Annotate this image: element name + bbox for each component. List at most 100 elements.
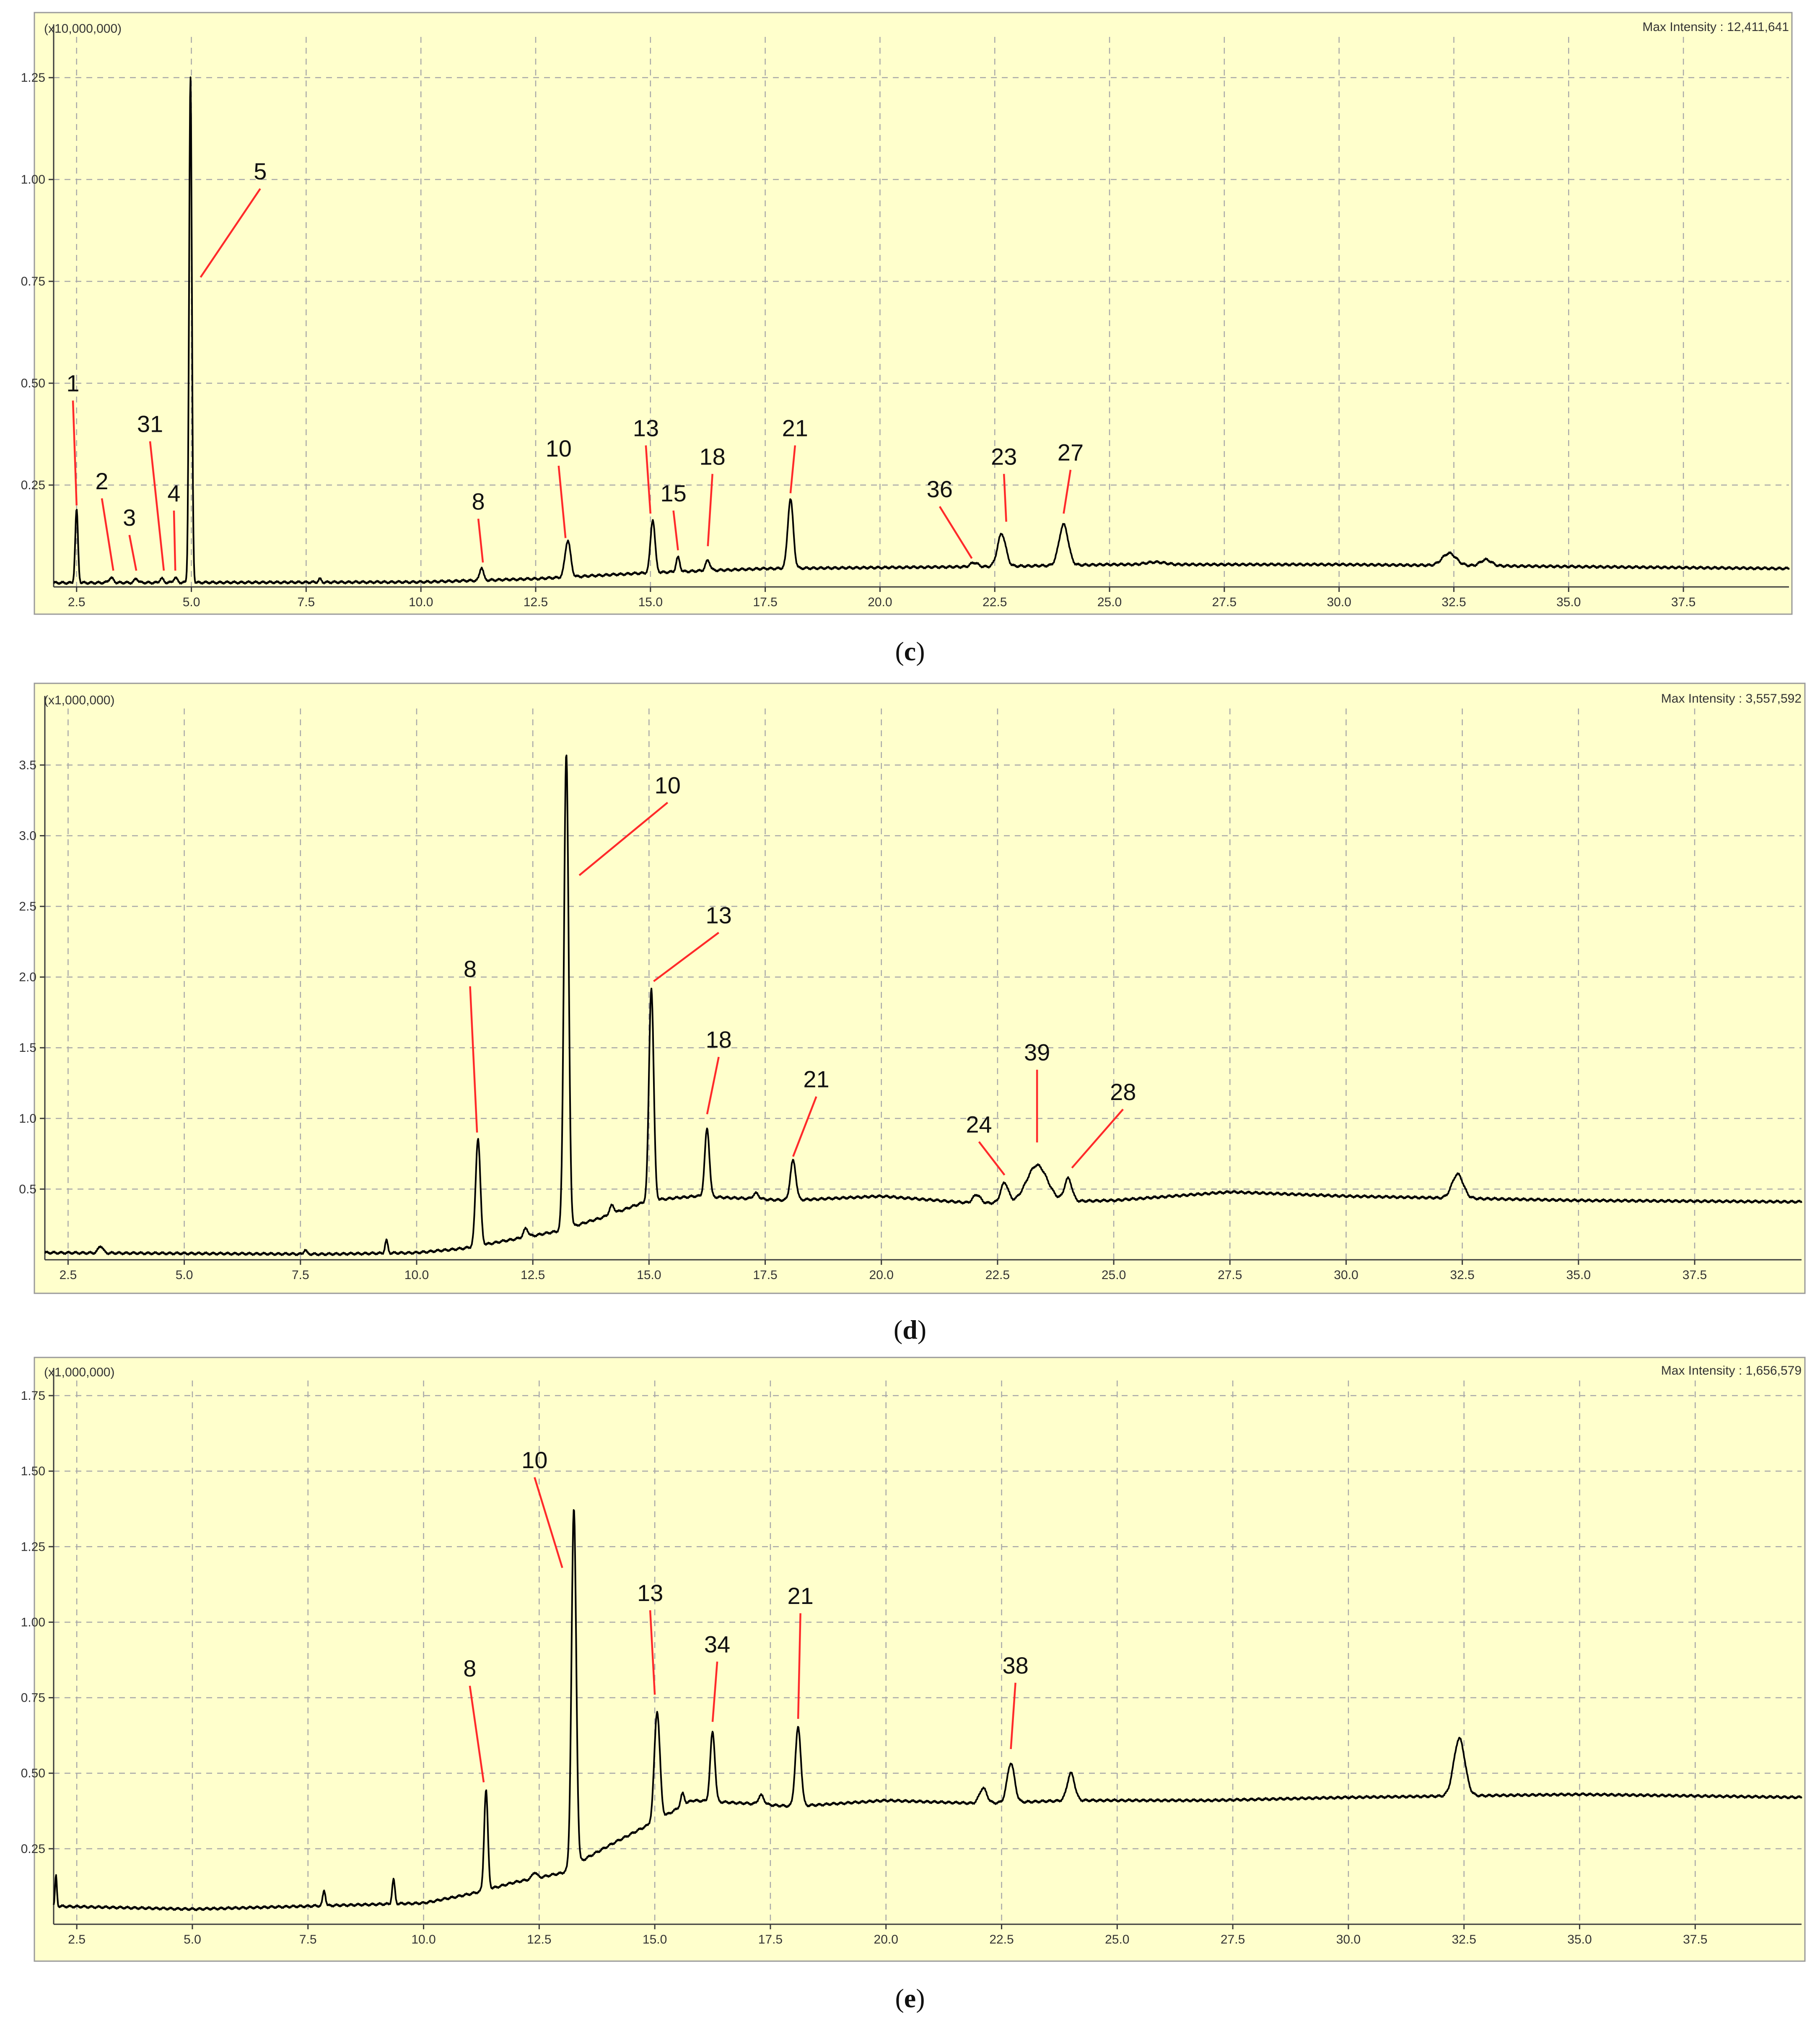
panel-c-peak-label-27: 27 (1058, 439, 1084, 466)
panel-c-peak-leader-3 (128, 535, 137, 571)
panel-d-peak-leader-10 (578, 802, 669, 876)
panel-e-y-tick-label-1: 0.50 (21, 1767, 45, 1780)
panel-d-x-tick-label-3: 10.0 (404, 1268, 429, 1282)
panel-e: 2.5 5.0 7.5 10.0 12.5 15.0 17.5 20.0 22.5 25.0 27.… (21, 1357, 1806, 2013)
panel-e-peak-leader-38 (1010, 1682, 1016, 1749)
panel-e-x-tick-label-2: 7.5 (299, 1933, 317, 1946)
panel-c-peak-label-13: 13 (633, 415, 659, 441)
panel-c-frame (34, 12, 1793, 615)
panel-e-x-tick-label-7: 20.0 (874, 1933, 898, 1946)
panel-d-signal-trace (44, 754, 1802, 1256)
panel-d-x-tick-label-5: 15.0 (637, 1268, 661, 1282)
panel-e-y-tick-label-0: 0.25 (21, 1842, 45, 1856)
panel-c-peak-leader-15 (672, 510, 679, 550)
panel-c-peak-label-10: 10 (546, 435, 572, 462)
panel-d-y-tick-label-4: 2.5 (19, 900, 36, 913)
panel-d-x-tick-label-2: 7.5 (292, 1268, 309, 1282)
panel-e-y-tick-label-3: 1.00 (21, 1615, 45, 1629)
panel-c-peak-label-4: 4 (167, 480, 180, 506)
panel-c-peak-label-8: 8 (472, 488, 485, 514)
panel-d-peak-leader-8 (469, 986, 478, 1133)
panel-c-x-tick-label-6: 17.5 (753, 595, 777, 609)
panel-e-plot-area: 2.5 5.0 7.5 10.0 12.5 15.0 17.5 20.0 22.5 25.0 27.… (21, 1368, 1802, 1946)
panel-d-peak-label-13: 13 (706, 902, 732, 929)
panel-d: 2.5 5.0 7.5 10.0 12.5 15.0 17.5 20.0 22.5 25.0 27.… (19, 683, 1806, 1344)
panel-d-x-tick-label-9: 25.0 (1102, 1268, 1126, 1282)
panel-e-peak-label-13: 13 (637, 1580, 663, 1606)
panel-e-y-scale-label: (x1,000,000) (44, 1365, 114, 1379)
panel-e-y-tick-label-5: 1.50 (21, 1464, 45, 1478)
panel-c-peak-leader-36 (939, 506, 973, 559)
panel-d-x-tick-label-7: 20.0 (869, 1268, 894, 1282)
panel-c-peak-leader-5 (200, 188, 261, 278)
panel-d-y-tick-label-5: 3.0 (19, 829, 36, 843)
panel-c-caption-letter: c (904, 636, 916, 666)
panel-e-x-tick-label-13: 35.0 (1567, 1933, 1592, 1946)
panel-c-peak-leader-18 (707, 474, 713, 546)
panel-c-x-tick-label-7: 20.0 (868, 595, 892, 609)
panel-d-y-tick-label-6: 3.5 (19, 758, 36, 772)
panel-d-peak-leader-28 (1071, 1108, 1124, 1169)
panel-c-peak-label-23: 23 (991, 443, 1017, 470)
panel-e-y-tick-label-2: 0.75 (21, 1691, 45, 1705)
panel-c-peak-leader-23 (1003, 474, 1007, 522)
panel-e-x-tick-label-8: 22.5 (989, 1933, 1014, 1946)
panel-d-peak-label-18: 18 (706, 1026, 732, 1053)
panel-c-peak-label-3: 3 (123, 504, 136, 531)
panel-c-peak-leader-13 (645, 445, 652, 514)
panel-c-peak-leader-10 (557, 465, 567, 538)
panel-e-x-tick-label-3: 10.0 (411, 1933, 436, 1946)
panel-e-peak-leader-34 (711, 1661, 718, 1722)
panel-d-max-intensity-label: Max Intensity : 3,557,592 (1661, 692, 1802, 706)
panel-e-peak-label-34: 34 (704, 1631, 730, 1658)
panel-e-peak-leader-10 (534, 1477, 563, 1568)
panel-c-peak-label-18: 18 (700, 443, 726, 470)
panel-e-x-tick-label-10: 27.5 (1221, 1933, 1245, 1946)
panel-d-x-tick-label-12: 32.5 (1450, 1268, 1474, 1282)
panel-c-x-tick-label-10: 27.5 (1212, 595, 1237, 609)
panel-c-peak-label-5: 5 (254, 158, 267, 184)
panel-c-peak-label-1: 1 (66, 370, 79, 397)
panel-c-y-tick-label-4: 1.25 (21, 71, 45, 85)
panel-d-peak-label-10: 10 (655, 772, 681, 798)
panel-d-frame (34, 683, 1806, 1294)
panel-e-y-tick-label-6: 1.75 (21, 1389, 45, 1403)
panel-c-peak-label-21: 21 (782, 415, 808, 441)
panel-c-x-tick-label-4: 12.5 (524, 595, 548, 609)
panel-c-x-tick-label-9: 25.0 (1097, 595, 1122, 609)
panel-e-caption: (e) (895, 1983, 925, 2013)
panel-e-x-tick-label-0: 2.5 (68, 1933, 86, 1946)
panel-c-x-tick-label-3: 10.0 (409, 595, 433, 609)
panel-c-peak-label-15: 15 (660, 480, 686, 506)
panel-e-y-tick-label-4: 1.25 (21, 1540, 45, 1554)
panel-c-peak-leader-27 (1063, 470, 1072, 514)
panel-c-peak-leader-8 (477, 519, 484, 563)
panel-c-peak-leader-21 (789, 445, 796, 493)
panel-e-peak-label-21: 21 (787, 1583, 813, 1609)
panel-d-x-tick-label-1: 5.0 (176, 1268, 193, 1282)
panel-c-peak-leader-1 (72, 400, 78, 506)
panel-d-x-tick-label-4: 12.5 (521, 1268, 545, 1282)
panel-c: 2.5 5.0 7.5 10.0 12.5 15.0 17.5 20.0 22.5 25.0 27.… (21, 12, 1793, 666)
panel-e-x-tick-label-5: 15.0 (643, 1933, 667, 1946)
panel-c-peak-label-31: 31 (137, 411, 163, 437)
panel-d-y-tick-label-0: 0.5 (19, 1182, 36, 1196)
panel-c-x-tick-label-13: 35.0 (1556, 595, 1581, 609)
panel-d-x-tick-label-6: 17.5 (753, 1268, 777, 1282)
panel-d-x-tick-label-14: 37.5 (1683, 1268, 1707, 1282)
panel-e-peak-label-38: 38 (1002, 1652, 1028, 1679)
panel-d-y-tick-label-1: 1.0 (19, 1112, 36, 1126)
panel-e-caption-letter: e (904, 1983, 916, 2013)
panel-d-x-tick-label-11: 30.0 (1334, 1268, 1358, 1282)
panel-c-y-tick-label-3: 1.00 (21, 173, 45, 187)
panel-e-x-tick-label-1: 5.0 (184, 1933, 201, 1946)
panel-c-y-tick-label-2: 0.75 (21, 275, 45, 288)
panel-d-peak-label-39: 39 (1024, 1039, 1050, 1066)
panel-c-x-tick-label-5: 15.0 (638, 595, 663, 609)
panel-d-x-tick-label-8: 22.5 (985, 1268, 1010, 1282)
panel-c-y-tick-label-0: 0.25 (21, 478, 45, 492)
panel-c-peak-leader-31 (149, 441, 165, 571)
panel-c-x-tick-label-2: 7.5 (298, 595, 315, 609)
panel-d-y-tick-label-3: 2.0 (19, 971, 36, 984)
